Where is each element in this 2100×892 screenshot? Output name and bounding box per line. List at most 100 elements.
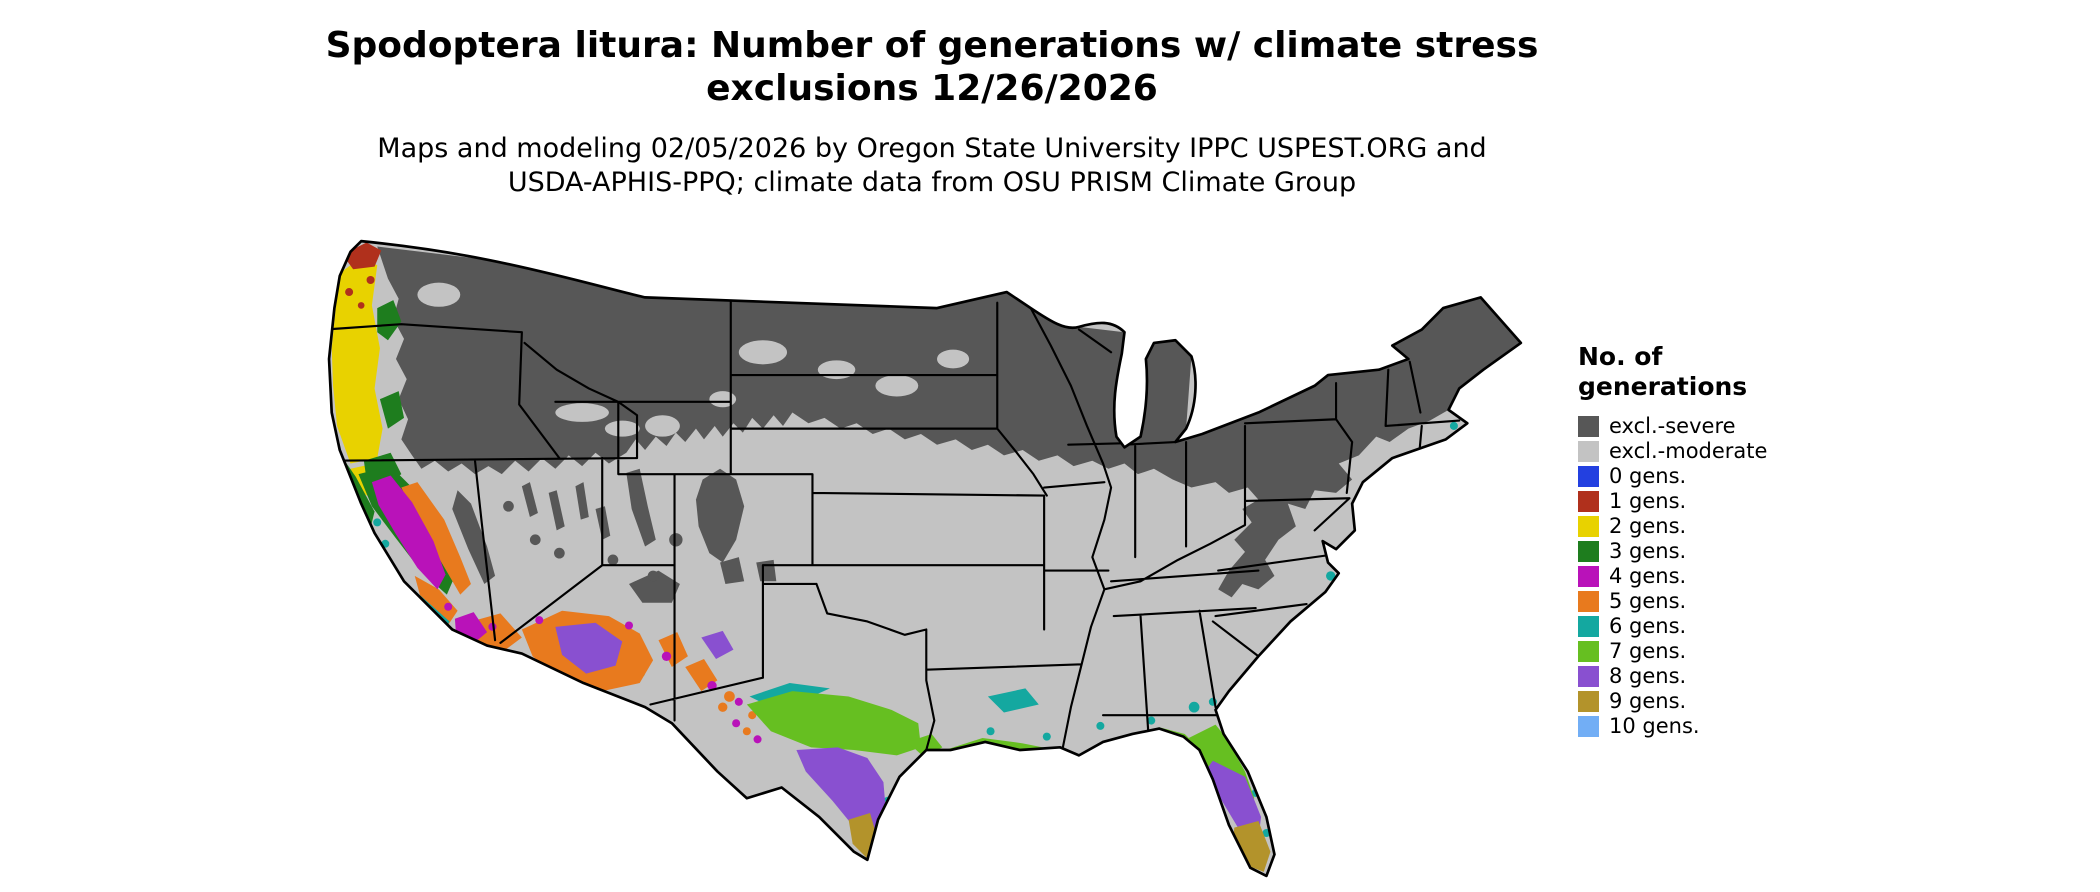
legend-swatch-g0: [1578, 466, 1599, 487]
legend-item-g4: 4 gens.: [1578, 564, 1838, 589]
map-region: [738, 340, 788, 365]
state-borders: [329, 300, 1461, 752]
legend-swatch-severe: [1578, 416, 1599, 437]
map-region: [414, 575, 458, 627]
map-region: [379, 391, 405, 429]
map-region: [724, 691, 735, 702]
map-region: [417, 282, 461, 307]
legend-item-g7: 7 gens.: [1578, 639, 1838, 664]
legend-item-g1: 1 gens.: [1578, 489, 1838, 514]
map-regions-excl-severe: [377, 246, 1521, 603]
map-region: [937, 349, 970, 369]
legend-swatch-g9: [1578, 691, 1599, 712]
legend-title-line2: generations: [1578, 372, 1748, 401]
page-title: Spodoptera litura: Number of generations…: [0, 24, 1864, 110]
legend-item-g0: 0 gens.: [1578, 464, 1838, 489]
us-map: [321, 225, 1553, 884]
map-region: [746, 691, 921, 756]
legend-item-g6: 6 gens.: [1578, 614, 1838, 639]
map-region: [720, 557, 745, 584]
legend-label-moderate: excl.-moderate: [1609, 439, 1768, 463]
map-region: [647, 570, 659, 582]
map-region: [734, 697, 743, 706]
page-subtitle: Maps and modeling 02/05/2026 by Oregon S…: [0, 132, 1864, 200]
map-region: [695, 468, 745, 563]
map-region: [669, 533, 683, 547]
map-region: [548, 490, 565, 531]
map-region: [555, 403, 609, 422]
map-region: [345, 288, 354, 297]
map-region: [503, 500, 514, 512]
legend-title-line1: No. of: [1578, 342, 1663, 371]
map-region: [1188, 701, 1200, 713]
legend-label-g8: 8 gens.: [1609, 664, 1687, 688]
map-region: [1042, 732, 1051, 741]
legend-label-severe: excl.-severe: [1609, 414, 1736, 438]
legend-item-moderate: excl.-moderate: [1578, 439, 1838, 464]
legend-swatch-g5: [1578, 591, 1599, 612]
map-region: [709, 391, 737, 408]
title-block: Spodoptera litura: Number of generations…: [0, 24, 1864, 200]
map-region: [554, 547, 565, 559]
legend-label-g3: 3 gens.: [1609, 539, 1687, 563]
map-region: [444, 602, 453, 611]
legend-item-g2: 2 gens.: [1578, 514, 1838, 539]
map-region: [377, 300, 402, 341]
legend-swatch-g7: [1578, 641, 1599, 662]
us-outline: [327, 239, 1523, 878]
legend-item-severe: excl.-severe: [1578, 414, 1838, 439]
map-region: [875, 375, 919, 397]
map-region: [604, 420, 640, 437]
map-region: [366, 275, 375, 284]
map-region: [753, 735, 762, 744]
legend-title: No. of generations: [1578, 342, 1838, 402]
map-region: [742, 727, 751, 736]
legend-label-g10: 10 gens.: [1609, 714, 1700, 738]
legend-label-g0: 0 gens.: [1609, 464, 1687, 488]
map-region: [1256, 879, 1263, 884]
legend-swatch-g6: [1578, 616, 1599, 637]
map-region: [987, 688, 1039, 713]
map-region: [1236, 873, 1243, 876]
page-title-line2: exclusions 12/26/2026: [706, 68, 1158, 109]
map-region: [629, 570, 680, 603]
map-region: [342, 242, 382, 270]
map-region: [371, 475, 446, 590]
page-subtitle-line2: USDA-APHIS-PPQ; climate data from OSU PR…: [507, 167, 1357, 198]
legend-swatch-g1: [1578, 491, 1599, 512]
map-region: [1326, 571, 1336, 581]
legend-swatch-g3: [1578, 541, 1599, 562]
legend-label-g6: 6 gens.: [1609, 614, 1687, 638]
legend-swatch-moderate: [1578, 441, 1599, 462]
map-region: [452, 490, 496, 584]
legend-item-g9: 9 gens.: [1578, 689, 1838, 714]
map-region: [732, 719, 741, 728]
map-region: [1232, 820, 1271, 872]
legend-label-g1: 1 gens.: [1609, 489, 1687, 513]
legend-label-g5: 5 gens.: [1609, 589, 1687, 613]
legend-label-g9: 9 gens.: [1609, 689, 1687, 713]
map-region: [575, 482, 589, 520]
map-region: [357, 302, 365, 309]
map-region: [1096, 721, 1105, 730]
legend-item-g5: 5 gens.: [1578, 589, 1838, 614]
map-regions-excl-moderate-patches: [417, 282, 970, 437]
map-region: [1147, 716, 1156, 725]
map-region: [377, 246, 1521, 598]
legend-item-g10: 10 gens.: [1578, 714, 1838, 739]
map-legend: No. of generations excl.-severe excl.-mod…: [1578, 342, 1838, 739]
map-region: [373, 518, 382, 527]
map-region: [817, 360, 856, 380]
legend-swatch-g2: [1578, 516, 1599, 537]
map-region: [748, 711, 757, 720]
legend-item-g8: 8 gens.: [1578, 664, 1838, 689]
map-region: [645, 415, 680, 437]
map-region: [1449, 421, 1458, 430]
us-map-svg: [327, 239, 1523, 884]
map-region: [401, 482, 471, 595]
map-region: [555, 622, 623, 674]
legend-label-g4: 4 gens.: [1609, 564, 1687, 588]
map-region: [535, 616, 544, 625]
legend-swatch-g10: [1578, 716, 1599, 737]
